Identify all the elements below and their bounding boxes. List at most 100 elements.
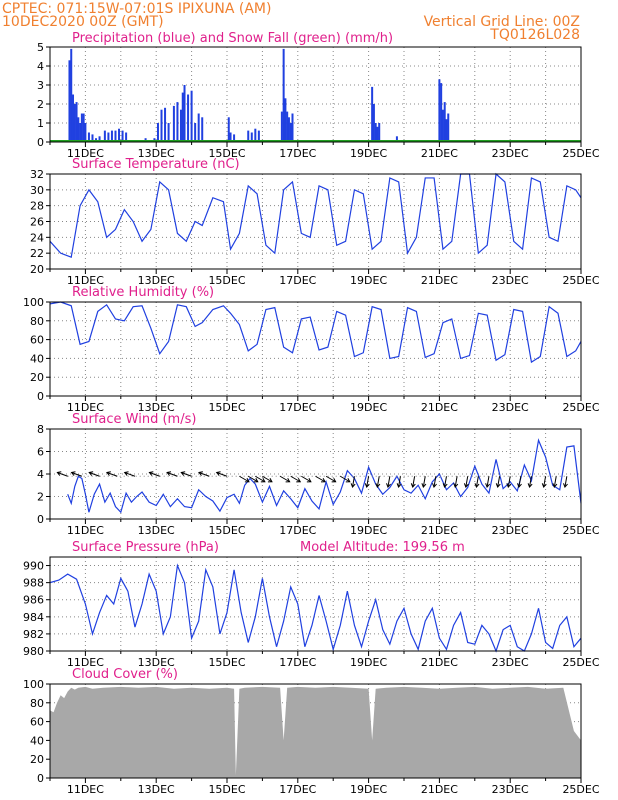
wind-vector-head	[541, 483, 547, 489]
precip-bar	[125, 132, 128, 142]
wind-vector-head	[432, 483, 437, 489]
wind-vector-arrow	[553, 476, 557, 488]
header-grid-note: Vertical Grid Line: 00Z	[424, 14, 580, 30]
wind-vector-arrow	[497, 476, 501, 488]
wind-vector-head	[331, 478, 337, 483]
wind-vector-arrow	[198, 472, 210, 477]
wind-vector-arrow	[181, 472, 192, 477]
pressure-xtick-label: 19DEC	[350, 656, 387, 669]
wind-vector-head	[166, 471, 172, 476]
wind-vector-head	[106, 471, 111, 476]
wind-ytick-label: 4	[37, 468, 44, 481]
humidity-xtick-label: 11DEC	[67, 401, 104, 414]
wind-xtick-label: 21DEC	[421, 524, 458, 537]
wind-line	[67, 438, 582, 514]
precip-bar	[156, 123, 159, 142]
wind-vector-arrow	[279, 475, 290, 483]
precip-bar	[250, 132, 253, 142]
precip-xtick-label: 17DEC	[279, 147, 316, 160]
cloud-ytick-label: 100	[23, 678, 44, 691]
precip-xtick-label: 21DEC	[421, 147, 458, 160]
wind-vector-head	[198, 471, 203, 476]
pressure-ytick-label: 980	[23, 645, 44, 658]
wind-vector-head	[321, 478, 326, 483]
wind-vector-arrow	[325, 475, 336, 483]
precip-bar	[164, 107, 167, 142]
wind-vector-head	[296, 478, 302, 483]
wind-vector-head	[88, 471, 94, 476]
wind-vector-head	[474, 483, 480, 489]
wind-vector-head	[421, 483, 427, 489]
wind-vector-head	[306, 478, 312, 483]
pressure-xtick-label: 17DEC	[279, 656, 316, 669]
pressure-ytick-label: 986	[23, 594, 44, 607]
cloud-ytick-label: 0	[37, 772, 44, 785]
temperature-ytick-label: 20	[30, 263, 44, 276]
humidity-line	[49, 301, 582, 364]
precip-bar	[72, 94, 75, 142]
humidity-ytick-label: 80	[30, 315, 44, 328]
precip-bar	[80, 113, 83, 142]
precip-bar	[227, 117, 230, 142]
wind-panel-title: Surface Wind (m/s)	[72, 412, 196, 427]
cloud-ytick-label: 60	[30, 716, 44, 729]
precip-bar	[82, 113, 85, 142]
wind-vector-arrow	[239, 475, 250, 483]
precip-bar	[114, 130, 117, 142]
precip-bar	[110, 130, 113, 142]
precip-bar	[68, 60, 71, 142]
pressure-xtick-label: 25DEC	[562, 656, 599, 669]
precip-bar	[183, 85, 186, 142]
wind-vector-head	[345, 478, 351, 483]
precip-bar	[376, 126, 379, 142]
precip-bar	[167, 123, 170, 142]
header-model-id: TQ0126L028	[489, 27, 580, 43]
wind-ytick-label: 2	[37, 491, 44, 504]
wind-vector-arrow	[255, 475, 266, 483]
wind-vector-arrow	[529, 476, 532, 488]
humidity-xtick-label: 15DEC	[208, 401, 245, 414]
precip-bar	[233, 134, 236, 142]
temperature-xtick-label: 19DEC	[350, 274, 387, 287]
wind-ytick-label: 6	[37, 446, 44, 459]
precip-bar	[374, 123, 377, 142]
temperature-panel-title: Surface Temperature (nC)	[72, 157, 240, 172]
wind-vector-head	[215, 471, 221, 476]
wind-vector-arrow	[340, 475, 351, 483]
precip-bar	[75, 102, 78, 142]
precip-bar	[160, 109, 163, 142]
temperature-ytick-label: 26	[30, 216, 44, 229]
wind-vector-arrow	[352, 476, 355, 488]
wind-vector-arrow	[71, 472, 83, 477]
pressure-xtick-label: 11DEC	[67, 656, 104, 669]
precip-bar	[257, 130, 260, 142]
wind-xtick-label: 19DEC	[350, 524, 387, 537]
precip-xtick-label: 11DEC	[67, 147, 104, 160]
precip-bar	[395, 136, 398, 142]
precip-ytick-label: 4	[37, 60, 44, 73]
wind-vector-head	[364, 483, 370, 489]
precip-ytick-label: 0	[37, 136, 44, 149]
cloud-ytick-label: 40	[30, 734, 44, 747]
cloud-xtick-label: 23DEC	[492, 783, 529, 796]
precip-bar	[197, 113, 200, 142]
humidity-panel-frame	[49, 301, 582, 397]
precip-panel-title: Precipitation (blue) and Snow Fall (gree…	[72, 31, 393, 46]
precip-bar	[79, 123, 82, 142]
precip-bar	[441, 109, 444, 142]
precip-bar	[289, 123, 292, 142]
temperature-ytick-label: 22	[30, 247, 44, 260]
precip-bar	[176, 102, 179, 142]
precip-bar	[118, 128, 121, 142]
wind-vector-arrow	[89, 472, 100, 477]
precip-bar	[190, 90, 193, 142]
wind-xtick-label: 17DEC	[279, 524, 316, 537]
precip-bar	[172, 105, 175, 142]
pressure-xtick-label: 23DEC	[492, 656, 529, 669]
wind-vector-head	[442, 483, 448, 489]
pressure-panel-subtitle: Model Altitude: 199.56 m	[300, 540, 465, 555]
wind-vector-head	[396, 483, 402, 489]
cloud-panel-title: Cloud Cover (%)	[72, 667, 178, 682]
cloud-xtick-label: 17DEC	[279, 783, 316, 796]
precip-bar	[443, 102, 446, 142]
